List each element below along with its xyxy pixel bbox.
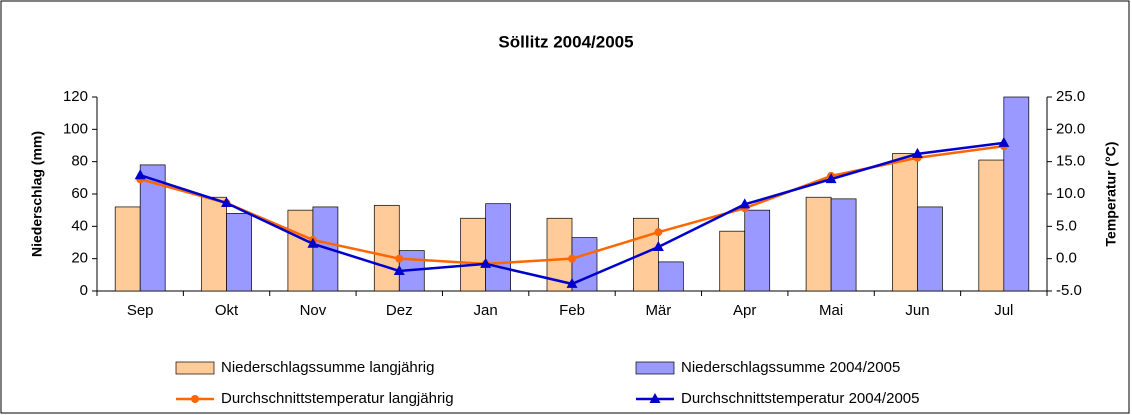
legend-label: Durchschnittstemperatur langjährig xyxy=(221,390,454,407)
bar xyxy=(658,261,684,292)
x-tick-label: Mai xyxy=(819,302,843,319)
bar xyxy=(633,217,659,292)
line-marker xyxy=(395,254,404,263)
bar xyxy=(373,204,400,292)
line-marker xyxy=(998,136,1010,147)
legend-swatch xyxy=(175,361,215,375)
y-tick-label: 40 xyxy=(71,217,88,234)
line-marker xyxy=(568,254,576,263)
bar xyxy=(892,153,918,292)
legend-marker xyxy=(191,395,199,403)
y2-tick-label: 5.0 xyxy=(1056,217,1077,234)
x-tick-label: Dez xyxy=(386,302,413,319)
line-marker xyxy=(652,241,664,252)
legend-swatch xyxy=(635,361,675,375)
x-tick-label: Mär xyxy=(645,302,671,319)
y-tick-label: 0 xyxy=(80,282,88,299)
legend-label: Durchschnittstemperatur 2004/2005 xyxy=(681,390,919,407)
y2-tick-label: -5.0 xyxy=(1056,282,1082,299)
bar xyxy=(978,159,1005,292)
legend-marker xyxy=(649,393,661,403)
legend-label: Niederschlagssumme 2004/2005 xyxy=(681,359,900,376)
x-tick-label: Okt xyxy=(215,302,239,319)
bar xyxy=(805,196,832,292)
y-axis-title: Niederschlag (mm) xyxy=(29,131,45,257)
bar xyxy=(485,203,511,292)
y-tick-label: 20 xyxy=(71,250,88,267)
x-tick-label: Jan xyxy=(474,302,498,319)
line-marker xyxy=(134,169,146,180)
x-tick-label: Jun xyxy=(905,302,929,319)
bar xyxy=(460,217,486,292)
x-tick-label: Jul xyxy=(994,302,1013,319)
bar xyxy=(201,196,227,292)
y-tick-label: 60 xyxy=(71,185,88,202)
y2-tick-label: 15.0 xyxy=(1056,153,1085,170)
line-marker xyxy=(825,173,837,184)
line-marker xyxy=(221,197,233,208)
y-tick-label: 120 xyxy=(63,88,88,105)
line-marker xyxy=(654,228,663,237)
x-tick-label: Nov xyxy=(300,302,327,319)
bar xyxy=(114,206,141,292)
y2-tick-label: 10.0 xyxy=(1056,185,1085,202)
bar xyxy=(917,206,943,292)
legend-label: Niederschlagssumme langjährig xyxy=(221,359,434,376)
y-tick-label: 80 xyxy=(71,153,88,170)
bar xyxy=(1003,96,1030,292)
line-marker xyxy=(307,237,319,248)
x-tick-label: Apr xyxy=(733,302,756,319)
bar xyxy=(830,198,857,292)
bar xyxy=(226,213,252,292)
y2-axis-title: Temperatur (°C) xyxy=(1103,142,1119,247)
line-marker xyxy=(566,277,578,288)
line-marker xyxy=(480,257,492,268)
y-tick-label: 100 xyxy=(63,120,88,137)
line-marker xyxy=(739,198,751,209)
bar xyxy=(719,230,746,292)
x-tick-label: Feb xyxy=(559,302,585,319)
chart-title: Söllitz 2004/2005 xyxy=(498,32,633,51)
y2-tick-label: 20.0 xyxy=(1056,120,1085,137)
x-tick-label: Sep xyxy=(127,302,154,319)
y2-tick-label: 25.0 xyxy=(1056,88,1085,105)
y2-tick-label: 0.0 xyxy=(1056,250,1077,267)
line-marker xyxy=(393,264,405,275)
line-marker xyxy=(911,147,923,158)
bar xyxy=(744,209,771,292)
bar xyxy=(287,209,314,292)
